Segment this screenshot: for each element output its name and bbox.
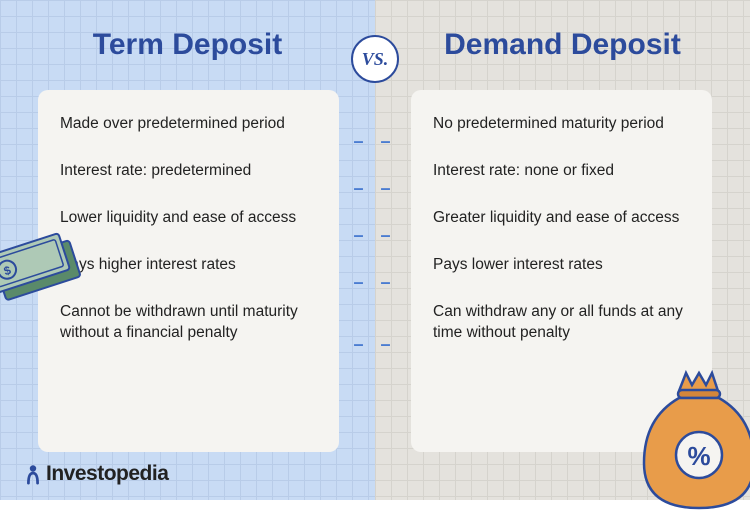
list-item: Interest rate: predetermined: [60, 161, 317, 182]
dash-separator: – –: [353, 334, 396, 355]
list-item: Made over predetermined period: [60, 114, 317, 135]
right-title: Demand Deposit: [375, 28, 750, 62]
list-item: Greater liquidity and ease of access: [433, 208, 690, 229]
dash-separator: – –: [353, 131, 396, 152]
list-item: Lower liquidity and ease of access: [60, 208, 317, 229]
dash-separator: – –: [353, 225, 396, 246]
dash-separator: – –: [353, 272, 396, 293]
moneybag-icon: %: [624, 363, 750, 518]
list-item: Can withdraw any or all funds at any tim…: [433, 302, 690, 344]
list-item: Pays higher interest rates: [60, 255, 317, 276]
list-item: Cannot be withdrawn until maturity witho…: [60, 302, 317, 344]
svg-text:%: %: [687, 441, 710, 471]
left-title: Term Deposit: [0, 28, 375, 62]
list-item: Interest rate: none or fixed: [433, 161, 690, 182]
investopedia-icon: [22, 463, 44, 485]
list-item: No predetermined maturity period: [433, 114, 690, 135]
list-item: Pays lower interest rates: [433, 255, 690, 276]
cash-icon: $: [0, 222, 90, 307]
brand-logo: Investopedia: [22, 462, 168, 486]
comparison-container: Term Deposit Made over predetermined per…: [0, 0, 750, 500]
vs-badge: VS.: [351, 35, 399, 83]
brand-name: Investopedia: [46, 462, 168, 486]
dash-separator: – –: [353, 178, 396, 199]
